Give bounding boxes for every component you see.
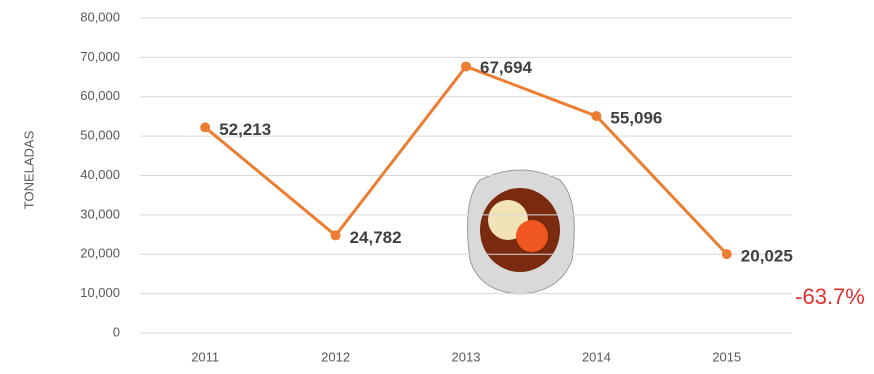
point — [591, 111, 602, 122]
y-tick-label: 30,000 — [80, 206, 120, 221]
y-axis-label: TONELADAS — [21, 130, 36, 209]
data-label: 20,025 — [741, 247, 793, 266]
x-tick-label: 2014 — [582, 349, 611, 364]
data-label: 67,694 — [480, 58, 533, 77]
y-tick-label: 10,000 — [80, 285, 120, 300]
y-tick-label: 0 — [113, 324, 120, 339]
x-tick-label: 2012 — [321, 349, 350, 364]
point — [200, 122, 211, 133]
y-tick-label: 70,000 — [80, 49, 120, 64]
y-tick-label: 80,000 — [80, 9, 120, 24]
annotation: -63.7% — [795, 284, 865, 309]
y-tick-label: 60,000 — [80, 88, 120, 103]
point — [461, 61, 471, 72]
point — [330, 230, 341, 241]
x-tick-label: 2011 — [191, 349, 219, 364]
y-tick-label: 50,000 — [80, 128, 120, 143]
data-label: 52,213 — [219, 120, 271, 139]
line — [204, 64, 728, 256]
data-label: 55,096 — [610, 109, 662, 128]
point — [721, 249, 732, 260]
x-tick-label: 2013 — [452, 349, 481, 364]
scallop-image — [467, 169, 575, 295]
x-tick-label: 2015 — [712, 349, 741, 364]
y-tick-label: 40,000 — [80, 167, 120, 182]
y-tick-label: 20,000 — [80, 246, 120, 261]
data-label: 24,782 — [350, 228, 402, 247]
